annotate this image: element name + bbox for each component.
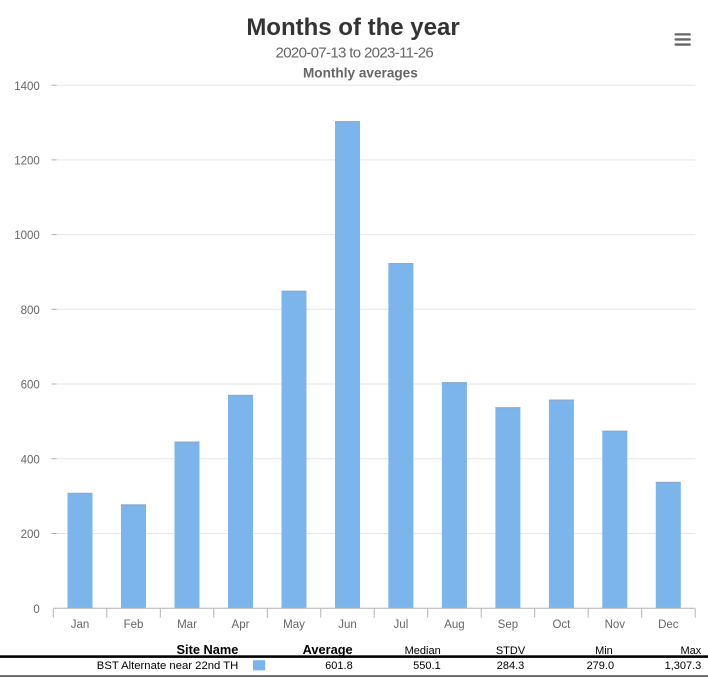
- svg-text:Min: Min: [595, 645, 613, 657]
- svg-text:Monthly averages: Monthly averages: [303, 65, 418, 80]
- svg-text:Feb: Feb: [124, 619, 144, 631]
- svg-text:1,307.3: 1,307.3: [665, 660, 702, 672]
- svg-text:Jun: Jun: [338, 619, 357, 631]
- svg-text:STDV: STDV: [496, 645, 526, 657]
- svg-text:601.8: 601.8: [325, 660, 353, 672]
- svg-text:200: 200: [21, 529, 40, 541]
- svg-text:Jul: Jul: [394, 619, 409, 631]
- svg-text:Sep: Sep: [498, 619, 518, 631]
- svg-text:600: 600: [21, 380, 40, 392]
- svg-text:0: 0: [33, 604, 39, 616]
- svg-text:May: May: [283, 619, 305, 631]
- svg-text:1000: 1000: [14, 230, 40, 242]
- svg-text:Nov: Nov: [605, 619, 626, 631]
- svg-text:Months of the year: Months of the year: [246, 14, 459, 41]
- svg-text:Oct: Oct: [552, 619, 571, 631]
- svg-text:Aug: Aug: [444, 619, 464, 631]
- svg-text:550.1: 550.1: [413, 660, 441, 672]
- svg-text:284.3: 284.3: [497, 660, 525, 672]
- svg-text:Median: Median: [405, 645, 441, 657]
- svg-text:Max: Max: [681, 645, 702, 657]
- svg-text:BST Alternate near 22nd TH: BST Alternate near 22nd TH: [97, 660, 239, 672]
- svg-text:1400: 1400: [14, 81, 40, 93]
- svg-text:Average: Average: [303, 642, 353, 657]
- svg-text:Mar: Mar: [177, 619, 197, 631]
- svg-text:800: 800: [21, 305, 40, 317]
- svg-text:279.0: 279.0: [587, 660, 615, 672]
- svg-text:Apr: Apr: [232, 619, 250, 631]
- svg-text:Dec: Dec: [658, 619, 679, 631]
- svg-text:Jan: Jan: [71, 619, 90, 631]
- svg-text:2020-07-13 to 2023-11-26: 2020-07-13 to 2023-11-26: [276, 44, 434, 61]
- svg-text:Site Name: Site Name: [177, 642, 239, 657]
- svg-text:400: 400: [21, 454, 40, 466]
- svg-text:1200: 1200: [14, 156, 40, 168]
